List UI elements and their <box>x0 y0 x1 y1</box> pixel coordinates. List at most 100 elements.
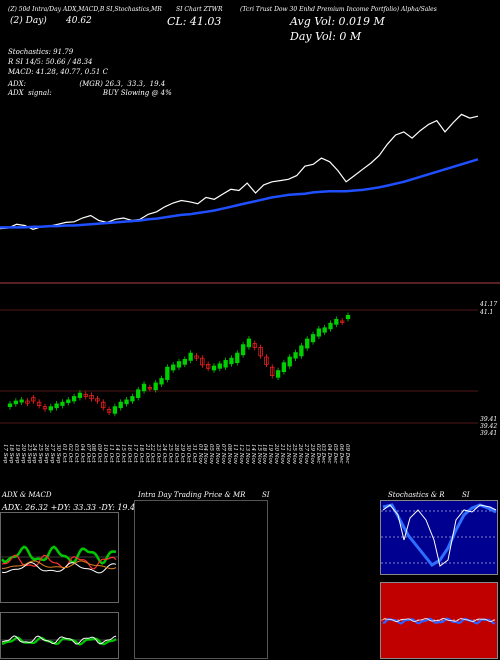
rsi-main-line <box>382 617 496 625</box>
candle-body <box>264 356 269 365</box>
date-tick-label: 12 Nov <box>237 444 244 464</box>
rsi-lines <box>381 617 497 625</box>
candle-body <box>71 396 77 402</box>
candle-body <box>19 399 24 403</box>
candle-body <box>281 362 287 373</box>
candle-body <box>165 366 170 380</box>
candle-body <box>147 387 153 390</box>
candle-body <box>299 345 304 357</box>
candle-body <box>200 357 205 366</box>
adx-readout: ADX: (MGR) 26.3, 33.3, 19.4 <box>8 80 166 88</box>
candle-body <box>171 364 176 371</box>
intraday-title: Intra Day Trading Price & MR <box>138 491 246 499</box>
candle-body <box>305 338 310 349</box>
date-tick-label: 13 Nov <box>243 444 250 464</box>
header-top-left: (Z) 50d Intra/Day ADX,MACD,B <box>8 6 105 13</box>
candle-body <box>340 320 345 323</box>
candle-body <box>112 406 118 414</box>
candle-body <box>211 365 217 371</box>
candle-body <box>25 400 30 404</box>
candle-body <box>141 383 147 392</box>
candle-body <box>182 358 187 365</box>
candle-body <box>124 399 129 405</box>
price-label-mid: 41.1 <box>480 309 494 316</box>
adx-panel-frame <box>0 512 119 603</box>
candle-body <box>316 328 322 337</box>
candle-body <box>235 352 240 364</box>
candle-body <box>130 396 135 402</box>
day-volume: Day Vol: 0 M <box>290 30 362 43</box>
candle-body <box>275 370 281 378</box>
stochastics-lines <box>381 503 497 567</box>
rsi-panel-frame <box>380 582 498 659</box>
date-tick-label: 19 Sep <box>13 444 20 464</box>
candle-body <box>252 343 257 348</box>
candle-body <box>176 361 182 368</box>
price-label-b3: 39.41 <box>480 430 498 437</box>
date-tick-label: 03 Oct <box>72 444 79 463</box>
rsi-readout: R SI 14/5: 50.66 / 48.34 <box>8 58 93 66</box>
macd-line <box>1 635 117 645</box>
candle-body <box>229 357 234 365</box>
date-tick-label: 17 Oct <box>131 444 138 463</box>
candle-body <box>13 400 18 405</box>
stochastics-panel-frame <box>380 500 498 575</box>
price-label-b2: 39.42 <box>480 423 498 430</box>
candle-body <box>205 364 211 369</box>
candle-body <box>270 366 275 376</box>
candle-body <box>136 389 141 398</box>
candle-body <box>36 401 42 406</box>
candle-body <box>54 403 59 409</box>
candle-grid <box>0 309 478 424</box>
price-line <box>0 113 479 230</box>
stoch-k-line <box>382 503 497 567</box>
candle-body <box>310 334 316 343</box>
close-price: CL: 41.03 <box>167 15 222 28</box>
price-label-top: 41.17 <box>480 301 498 308</box>
date-tick-label: 30 Oct <box>184 444 191 463</box>
candle-body <box>334 318 339 325</box>
stochastics-title-si: SI <box>462 491 470 499</box>
candle-body <box>223 360 228 368</box>
adx-minus-line <box>1 554 117 570</box>
intraday-panel-frame <box>134 500 268 659</box>
adx-macd-title: ADX & MACD <box>2 491 52 499</box>
adx-plus-line <box>1 545 117 565</box>
main-chart <box>0 113 500 424</box>
macd-lines <box>1 635 118 646</box>
candle-body <box>293 352 298 359</box>
candle-body <box>101 401 106 409</box>
date-tick-label: 31 Oct <box>190 444 197 463</box>
adx-orange-line <box>2 560 117 570</box>
candle-body <box>7 403 13 407</box>
stoch-d-line <box>382 504 497 567</box>
header-top-mid1: SI,Stochastics,MR <box>106 6 162 13</box>
adx-lines <box>1 545 118 574</box>
candle-body <box>159 378 164 385</box>
date-tick-label: 04 Oct <box>78 444 85 463</box>
candle-body <box>194 355 199 359</box>
candle-body <box>153 382 158 391</box>
macd-panel-frame <box>0 612 119 659</box>
date-axis: 17 Sep 18 Sep 19 Sep 20 Sep 23 Sep 24 Sep 25 S… <box>0 440 500 488</box>
ma-line <box>0 158 479 229</box>
candle-body <box>83 393 88 397</box>
date-tick-label: 29 Nov <box>308 444 315 464</box>
price-label-b1: 39.41 <box>480 416 498 423</box>
adx-signal-readout: ADX signal: BUY Slowing @ 4% <box>8 89 172 97</box>
candle-body <box>31 397 36 402</box>
candle-body <box>77 392 83 398</box>
date-tick-label: 18 Sep <box>7 444 14 464</box>
macd-readout: MACD: 41.28, 40.77, 0.51 C <box>8 68 108 76</box>
macd-signal-line <box>1 636 117 646</box>
header-top-mid2: SI Chart ZTWR <box>176 6 223 13</box>
rsi-signal-line <box>382 617 496 623</box>
date-tick-label: 29 Oct <box>178 444 185 463</box>
candle-body <box>48 406 53 411</box>
date-tick-label: 26 Nov <box>296 444 303 464</box>
candle-body <box>89 395 94 400</box>
date-tick-label: 16 Oct <box>125 444 132 463</box>
candle-body <box>60 401 65 406</box>
date-tick-label: 14 Nov <box>249 444 256 464</box>
candle-body <box>287 356 292 367</box>
